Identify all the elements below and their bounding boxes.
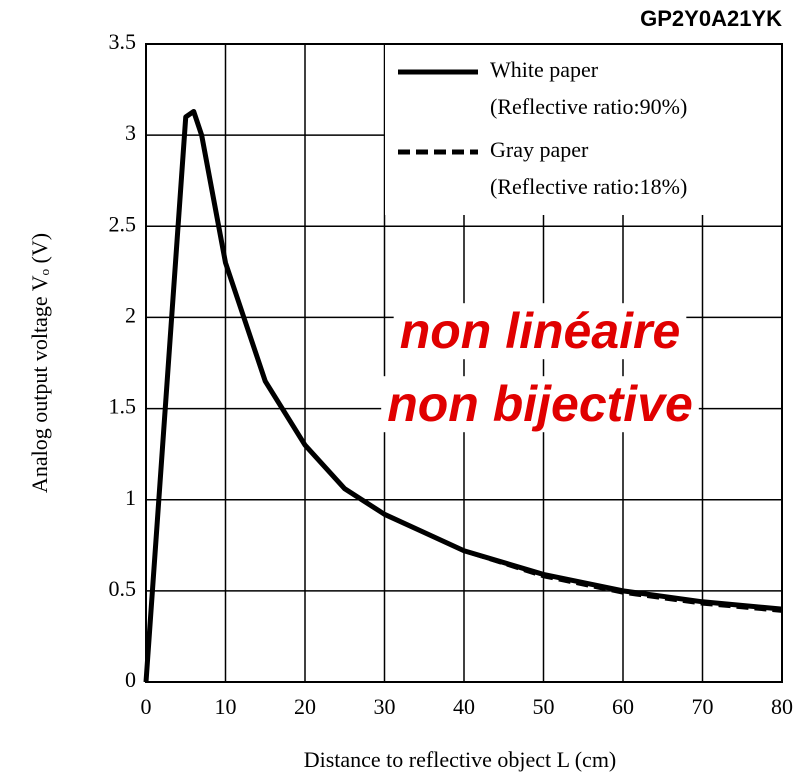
y-tick-label: 3.5 xyxy=(109,29,137,54)
annotation: non bijective xyxy=(387,376,693,432)
x-tick-label: 20 xyxy=(294,694,316,719)
x-tick-label: 40 xyxy=(453,694,475,719)
y-tick-label: 2.5 xyxy=(109,211,137,236)
x-tick-label: 60 xyxy=(612,694,634,719)
x-axis-label: Distance to reflective object L (cm) xyxy=(304,747,617,772)
y-tick-label: 1.5 xyxy=(109,394,137,419)
subtitle: GP2Y0A21YK xyxy=(640,6,782,31)
x-tick-label: 70 xyxy=(692,694,714,719)
y-tick-label: 2 xyxy=(125,302,136,327)
legend-label: Gray paper xyxy=(490,137,589,162)
plot-frame xyxy=(145,43,783,683)
y-tick-label: 0 xyxy=(125,667,136,692)
annotation: non linéaire xyxy=(400,303,681,359)
annotation-bg xyxy=(381,376,699,433)
data-line xyxy=(143,108,783,683)
legend-note: (Reflective ratio:18%) xyxy=(490,174,687,199)
x-tick-label: 50 xyxy=(533,694,555,719)
annotation-bg xyxy=(393,303,687,360)
y-tick-label: 3 xyxy=(125,120,136,145)
x-tick-label: 10 xyxy=(215,694,237,719)
y-tick-label: 1 xyxy=(125,485,136,510)
y-tick-label: 0.5 xyxy=(109,576,137,601)
x-tick-label: 80 xyxy=(771,694,793,719)
y-axis-label: Analog output voltage Vₒ (V) xyxy=(27,233,52,493)
x-tick-label: 0 xyxy=(141,694,152,719)
legend-label: White paper xyxy=(490,57,599,82)
legend-note: (Reflective ratio:90%) xyxy=(490,94,687,119)
x-tick-label: 30 xyxy=(374,694,396,719)
